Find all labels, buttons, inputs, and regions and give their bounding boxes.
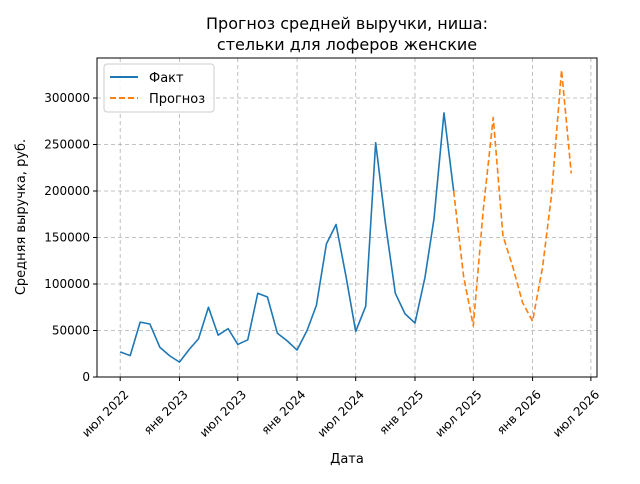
series-lines: [119, 69, 573, 363]
y-tick-label: 50000: [52, 323, 90, 337]
chart-title-line-1: Прогноз средней выручки, ниша:: [206, 14, 488, 33]
y-tick-label: 300000: [44, 91, 90, 105]
x-axis-label: Дата: [330, 452, 364, 467]
y-axis: 0 50000 100000 150000 200000 250000 300000: [44, 91, 97, 384]
legend-label-forecast: Прогноз: [149, 92, 205, 107]
y-axis-label: Средняя выручка, руб.: [14, 139, 29, 295]
fact-series-line: [119, 112, 455, 363]
legend: Факт Прогноз: [103, 63, 215, 113]
y-tick-label: 0: [82, 370, 90, 384]
y-tick-label: 200000: [44, 184, 90, 198]
plot-area-frame: [96, 57, 598, 378]
y-tick-label: 100000: [44, 277, 90, 291]
forecast-series-line: [452, 69, 573, 327]
chart-title-line-2: стельки для лоферов женские: [217, 35, 477, 54]
y-tick-label: 150000: [44, 230, 90, 244]
y-tick-label: 250000: [44, 137, 90, 151]
legend-label-fact: Факт: [149, 71, 184, 86]
